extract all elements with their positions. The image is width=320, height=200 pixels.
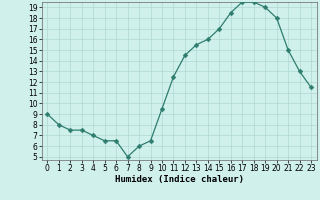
X-axis label: Humidex (Indice chaleur): Humidex (Indice chaleur) bbox=[115, 175, 244, 184]
